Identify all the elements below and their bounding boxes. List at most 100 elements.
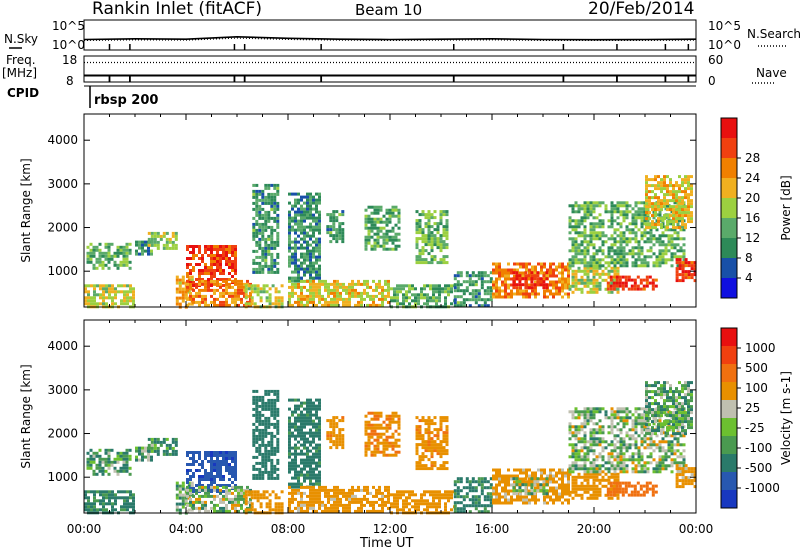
velocity-cell-9 bbox=[297, 428, 300, 432]
power-cell-16 bbox=[507, 292, 510, 296]
power-cell-13 bbox=[438, 299, 441, 303]
velocity-cell-15 bbox=[474, 495, 478, 499]
velocity-cell-10 bbox=[294, 506, 297, 510]
power-cell-0 bbox=[105, 287, 108, 291]
velocity-cell-9 bbox=[309, 479, 312, 483]
velocity-cell-12 bbox=[370, 417, 374, 421]
power-cell-2 bbox=[141, 246, 144, 250]
velocity-cell-14 bbox=[418, 464, 422, 468]
power-cell-1 bbox=[101, 266, 105, 270]
velocity-cell-8 bbox=[252, 443, 256, 447]
power-cell-0 bbox=[93, 290, 96, 294]
power-cell-9 bbox=[303, 267, 306, 271]
velocity-cell-15 bbox=[477, 510, 481, 514]
power-cell-9 bbox=[318, 192, 321, 196]
power-cell-12 bbox=[373, 247, 377, 251]
velocity-cell-5 bbox=[192, 472, 195, 475]
velocity-cell-7 bbox=[250, 508, 254, 512]
power-cell-20 bbox=[643, 258, 647, 262]
power-cell-16 bbox=[546, 274, 549, 278]
power-cell-9 bbox=[300, 231, 303, 235]
power-cell-20 bbox=[655, 228, 659, 232]
velocity-cell-5 bbox=[186, 481, 189, 484]
power-cell-6 bbox=[234, 294, 237, 298]
power-cell-2 bbox=[144, 243, 147, 247]
power-cell-9 bbox=[318, 222, 321, 226]
power-cell-16 bbox=[504, 286, 507, 290]
velocity-cell-0 bbox=[114, 496, 117, 500]
velocity-cell-6 bbox=[189, 503, 192, 507]
power-y-axis-title: Slant Range [km] bbox=[19, 158, 33, 262]
velocity-cell-6 bbox=[186, 494, 189, 498]
power-cell-6 bbox=[195, 300, 198, 304]
power-cell-19 bbox=[618, 275, 622, 279]
power-cell-20 bbox=[640, 225, 644, 229]
power-cell-16 bbox=[567, 295, 570, 299]
velocity-cell-6 bbox=[231, 497, 234, 501]
velocity-cell-3 bbox=[150, 443, 154, 447]
power-cell-10 bbox=[342, 303, 345, 307]
velocity-cell-7 bbox=[247, 508, 251, 512]
power-cell-3 bbox=[147, 243, 151, 247]
power-cell-21 bbox=[675, 226, 678, 230]
velocity-cell-14 bbox=[427, 440, 431, 444]
power-cell-22 bbox=[678, 264, 682, 268]
velocity-cell-10 bbox=[339, 497, 342, 501]
velocity-cell-8 bbox=[261, 464, 265, 468]
power-cell-9 bbox=[306, 246, 309, 250]
nsearch-tick-top: 10^5 bbox=[708, 19, 741, 33]
power-cell-20 bbox=[616, 240, 620, 244]
power-cell-13 bbox=[399, 290, 402, 294]
velocity-cell-8 bbox=[258, 413, 262, 417]
power-cell-14 bbox=[439, 213, 443, 217]
power-cell-16 bbox=[561, 277, 564, 281]
power-cell-1 bbox=[101, 260, 105, 264]
power-cell-9 bbox=[288, 210, 291, 214]
power-cell-20 bbox=[592, 258, 596, 262]
velocity-cell-0 bbox=[102, 502, 105, 506]
velocity-cell-1 bbox=[104, 463, 108, 467]
velocity-cell-3 bbox=[153, 449, 157, 453]
power-cell-22 bbox=[690, 273, 694, 277]
power-cell-20 bbox=[571, 261, 575, 265]
velocity-cell-15 bbox=[480, 489, 484, 493]
velocity-cell-1 bbox=[107, 460, 111, 464]
power-cell-8 bbox=[258, 192, 262, 196]
velocity-cell-6 bbox=[243, 494, 246, 498]
velocity-cell-0 bbox=[123, 496, 126, 500]
power-cell-19 bbox=[621, 275, 625, 279]
power-cell-11 bbox=[332, 228, 336, 232]
velocity-cell-10 bbox=[291, 494, 294, 498]
power-cell-16 bbox=[528, 271, 531, 275]
velocity-cell-7 bbox=[244, 490, 248, 494]
power-cell-20 bbox=[670, 237, 674, 241]
power-cell-20 bbox=[574, 249, 578, 253]
velocity-cell-15 bbox=[465, 492, 469, 496]
power-cell-14 bbox=[442, 231, 446, 235]
velocity-cell-6 bbox=[234, 506, 237, 510]
power-cell-10 bbox=[357, 279, 360, 283]
velocity-cell-13 bbox=[420, 502, 423, 506]
power-cell-21 bbox=[645, 181, 648, 185]
velocity-cell-9 bbox=[315, 398, 318, 402]
velocity-cell-15 bbox=[453, 480, 457, 484]
velocity-cell-9 bbox=[315, 461, 318, 465]
power-cell-9 bbox=[306, 225, 309, 229]
power-cell-5 bbox=[228, 248, 231, 251]
power-cell-15 bbox=[462, 298, 466, 302]
power-cell-0 bbox=[126, 299, 129, 303]
power-cell-10 bbox=[306, 279, 309, 283]
power-cell-10 bbox=[333, 279, 336, 283]
velocity-cell-5 bbox=[231, 472, 234, 475]
power-cell-15 bbox=[456, 304, 460, 308]
velocity-cell-15 bbox=[456, 492, 460, 496]
velocity-cell-9 bbox=[303, 431, 306, 435]
power-cell-9 bbox=[306, 231, 309, 235]
power-cell-20 bbox=[571, 219, 575, 223]
power-cell-20 bbox=[646, 219, 650, 223]
power-cell-21 bbox=[684, 196, 687, 200]
power-cell-20 bbox=[598, 249, 602, 253]
velocity-cell-5 bbox=[198, 475, 201, 478]
velocity-cell-12 bbox=[379, 411, 383, 415]
power-cell-10 bbox=[315, 303, 318, 307]
